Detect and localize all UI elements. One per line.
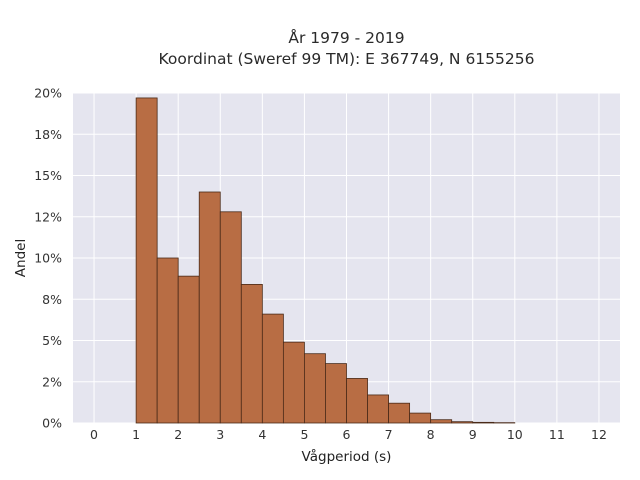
x-tick-label: 6 <box>343 427 351 442</box>
histogram-bar <box>451 421 474 424</box>
y-tick-label: 10% <box>34 251 62 266</box>
x-tick-label: 5 <box>300 427 308 442</box>
y-tick-label: 2% <box>42 374 62 389</box>
histogram-bars <box>135 97 516 424</box>
x-tick-label: 1 <box>132 427 140 442</box>
histogram-bar <box>325 363 347 424</box>
y-tick-label: 12% <box>34 209 62 224</box>
histogram-bar <box>304 353 326 424</box>
histogram-bar <box>282 341 305 424</box>
histogram-bar <box>177 275 200 424</box>
x-tick-label: 8 <box>427 427 435 442</box>
histogram-bar <box>388 402 411 424</box>
y-tick-label: 0% <box>42 416 62 431</box>
x-tick-label: 12 <box>591 427 607 442</box>
y-tick-label: 20% <box>34 86 62 101</box>
x-tick-labels: 0 1 2 3 4 5 6 7 8 9 10 11 12 <box>90 427 607 442</box>
y-tick-label: 18% <box>34 127 62 142</box>
x-tick-label: 2 <box>174 427 182 442</box>
histogram-bar <box>261 313 284 424</box>
histogram-bar <box>430 419 453 424</box>
x-tick-label: 4 <box>258 427 266 442</box>
x-tick-label: 3 <box>216 427 224 442</box>
chart-title: År 1979 - 2019 <box>288 29 405 47</box>
histogram-bar <box>472 421 495 424</box>
y-tick-label: 15% <box>34 168 62 183</box>
histogram-bar <box>409 412 432 424</box>
y-axis-label: Andel <box>13 239 29 277</box>
histogram-bar <box>346 378 368 424</box>
histogram-bar <box>240 283 263 424</box>
x-axis-label: Vågperiod (s) <box>302 448 392 465</box>
x-tick-label: 0 <box>90 427 98 442</box>
histogram-bar <box>135 97 158 424</box>
x-tick-label: 11 <box>549 427 565 442</box>
y-tick-labels: 0% 2% 5% 8% 10% 12% 15% 18% 20% <box>34 86 62 431</box>
x-tick-label: 10 <box>507 427 523 442</box>
chart-subtitle: Koordinat (Sweref 99 TM): E 367749, N 61… <box>158 50 535 68</box>
y-tick-label: 5% <box>42 333 62 348</box>
histogram-bar <box>219 211 242 424</box>
x-tick-label: 9 <box>469 427 477 442</box>
chart-title-block: År 1979 - 2019 Koordinat (Sweref 99 TM):… <box>0 28 640 70</box>
y-tick-label: 8% <box>42 292 62 307</box>
histogram-bar <box>367 394 389 424</box>
histogram-bar <box>156 257 179 424</box>
histogram-bar <box>198 191 221 424</box>
x-tick-label: 7 <box>385 427 393 442</box>
